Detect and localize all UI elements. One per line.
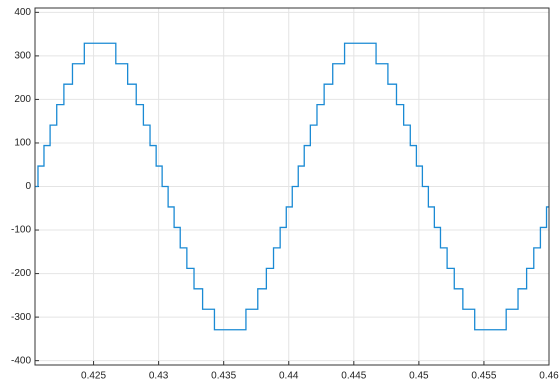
y-tick-label: 200 <box>14 94 31 105</box>
y-tick-label: 0 <box>25 181 31 192</box>
x-tick-label: 0.445 <box>341 371 366 382</box>
x-tick-label: 0.425 <box>81 371 106 382</box>
x-tick-label: 0.435 <box>211 371 236 382</box>
y-tick-label: -100 <box>11 225 31 236</box>
x-tick-label: 0.45 <box>409 371 429 382</box>
step-line <box>35 42 549 331</box>
plot-frame <box>34 7 550 366</box>
y-tick-label: -200 <box>11 268 31 279</box>
y-tick-label: 400 <box>14 7 31 18</box>
x-tick-label: 0.44 <box>279 371 299 382</box>
y-tick-label: 300 <box>14 51 31 62</box>
y-tick-label: 100 <box>14 138 31 149</box>
x-tick-label: 0.46 <box>539 371 559 382</box>
y-tick-label: -400 <box>11 355 31 366</box>
x-tick-label: 0.455 <box>471 371 496 382</box>
y-tick-label: -300 <box>11 312 31 323</box>
x-tick-label: 0.43 <box>149 371 169 382</box>
